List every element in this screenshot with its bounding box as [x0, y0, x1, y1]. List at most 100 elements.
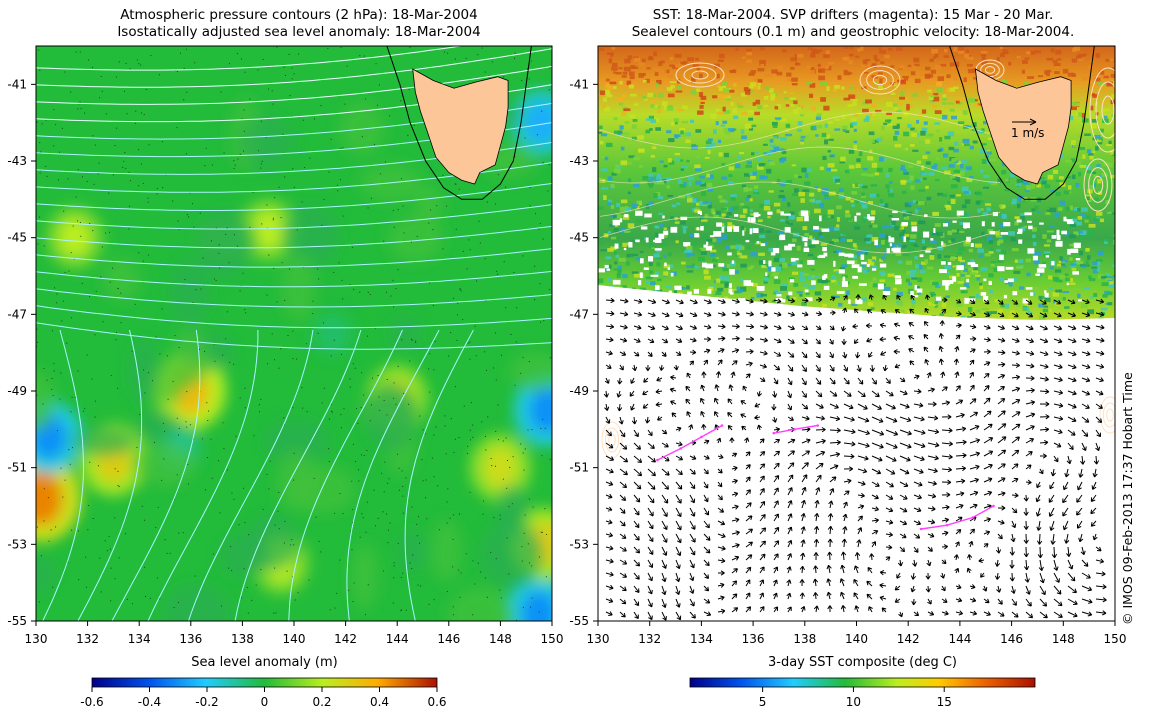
- sla-dot: [297, 592, 299, 594]
- sst-pixel: [932, 211, 940, 216]
- sla-dot: [39, 69, 41, 71]
- sla-dot: [142, 260, 144, 262]
- velocity-arrow: [1011, 463, 1019, 470]
- sst-pixel: [699, 175, 705, 179]
- sst-pixel: [608, 58, 613, 64]
- sst-pixel: [730, 101, 734, 106]
- sst-pixel: [1105, 278, 1112, 281]
- velocity-arrow: [731, 323, 740, 329]
- velocity-arrow: [882, 364, 888, 372]
- sst-pixel: [757, 157, 763, 162]
- sla-dot: [245, 312, 247, 314]
- sst-pixel: [700, 182, 708, 187]
- sla-dot: [522, 452, 524, 454]
- velocity-arrow: [1039, 572, 1045, 584]
- sst-pixel: [845, 213, 851, 218]
- sst-cloud-gap: [694, 233, 699, 238]
- sst-cloud-gap: [940, 241, 944, 246]
- sst-pixel: [688, 181, 692, 187]
- sla-dot: [241, 597, 243, 599]
- velocity-arrow: [1039, 414, 1050, 420]
- velocity-arrow: [954, 371, 960, 379]
- sla-dot: [233, 234, 235, 236]
- sla-dot: [101, 90, 103, 92]
- sst-pixel: [871, 221, 875, 224]
- velocity-arrow: [604, 403, 610, 411]
- sst-cloud-gap: [803, 247, 810, 252]
- sst-cloud-gap: [966, 236, 971, 242]
- velocity-arrow: [857, 480, 866, 486]
- velocity-arrow: [879, 570, 887, 576]
- sst-pixel: [928, 95, 934, 101]
- sla-dot: [38, 601, 40, 603]
- sst-pixel: [815, 49, 823, 52]
- sla-dot: [222, 354, 224, 356]
- sla-dot: [500, 597, 502, 599]
- sla-dot: [262, 508, 264, 510]
- velocity-arrow: [714, 397, 719, 405]
- sst-pixel: [683, 182, 687, 187]
- velocity-arrow: [689, 611, 696, 619]
- sst-pixel: [908, 282, 912, 286]
- sst-cloud-gap: [966, 278, 970, 283]
- sst-pixel: [685, 245, 693, 251]
- sst-cloud-gap: [822, 246, 827, 252]
- sst-cloud-gap: [891, 218, 900, 221]
- sst-pixel: [959, 221, 964, 226]
- sst-pixel: [768, 160, 774, 164]
- sst-pixel: [931, 165, 937, 170]
- velocity-arrow: [633, 298, 643, 304]
- sst-cloud-gap: [1022, 298, 1029, 304]
- sst-pixel: [749, 141, 754, 146]
- sla-dot: [542, 418, 544, 420]
- velocity-arrow: [815, 338, 821, 345]
- sst-pixel: [961, 186, 969, 192]
- velocity-arrow: [840, 551, 847, 561]
- velocity-arrow: [731, 452, 738, 458]
- sst-pixel: [800, 104, 805, 108]
- velocity-arrow: [786, 566, 792, 574]
- sla-dot: [46, 175, 48, 177]
- sla-dot: [177, 220, 179, 222]
- sst-pixel: [959, 259, 965, 263]
- velocity-arrow: [773, 462, 780, 470]
- sla-dot: [405, 477, 407, 479]
- sst-pixel: [1012, 198, 1017, 204]
- sst-cloud-gap: [936, 296, 942, 301]
- velocity-arrow: [717, 336, 726, 342]
- sst-pixel: [642, 176, 649, 181]
- velocity-arrow: [969, 451, 981, 457]
- sst-cloud-gap: [983, 278, 987, 282]
- sla-dot: [315, 516, 317, 518]
- velocity-arrow: [731, 580, 738, 587]
- sst-pixel: [834, 178, 841, 183]
- sla-dot: [351, 243, 353, 245]
- sst-pixel: [868, 131, 875, 136]
- velocity-arrow: [854, 605, 860, 613]
- sla-dot: [139, 413, 141, 415]
- sst-pixel: [808, 235, 813, 239]
- velocity-arrow: [853, 565, 859, 574]
- velocity-arrow: [982, 585, 988, 592]
- sst-pixel: [730, 261, 737, 267]
- sst-pixel: [800, 272, 805, 277]
- sla-dot: [520, 372, 522, 374]
- sla-dot: [162, 422, 164, 424]
- sla-dot: [244, 407, 246, 409]
- drifter-fix: [971, 516, 975, 519]
- sst-pixel: [872, 283, 878, 288]
- velocity-arrow: [773, 351, 782, 357]
- sst-pixel: [1025, 258, 1032, 263]
- sst-pixel: [1073, 46, 1081, 51]
- sst-pixel: [699, 247, 706, 252]
- velocity-arrow: [787, 513, 793, 522]
- sst-pixel: [1026, 185, 1031, 191]
- sla-dot: [516, 619, 518, 621]
- sst-pixel: [1060, 183, 1066, 187]
- velocity-arrow: [717, 608, 726, 614]
- velocity-arrow: [857, 515, 863, 522]
- sst-pixel: [1037, 211, 1041, 214]
- velocity-arrow: [745, 349, 754, 355]
- sla-dot: [383, 491, 385, 493]
- sst-cloud-gap: [891, 247, 896, 252]
